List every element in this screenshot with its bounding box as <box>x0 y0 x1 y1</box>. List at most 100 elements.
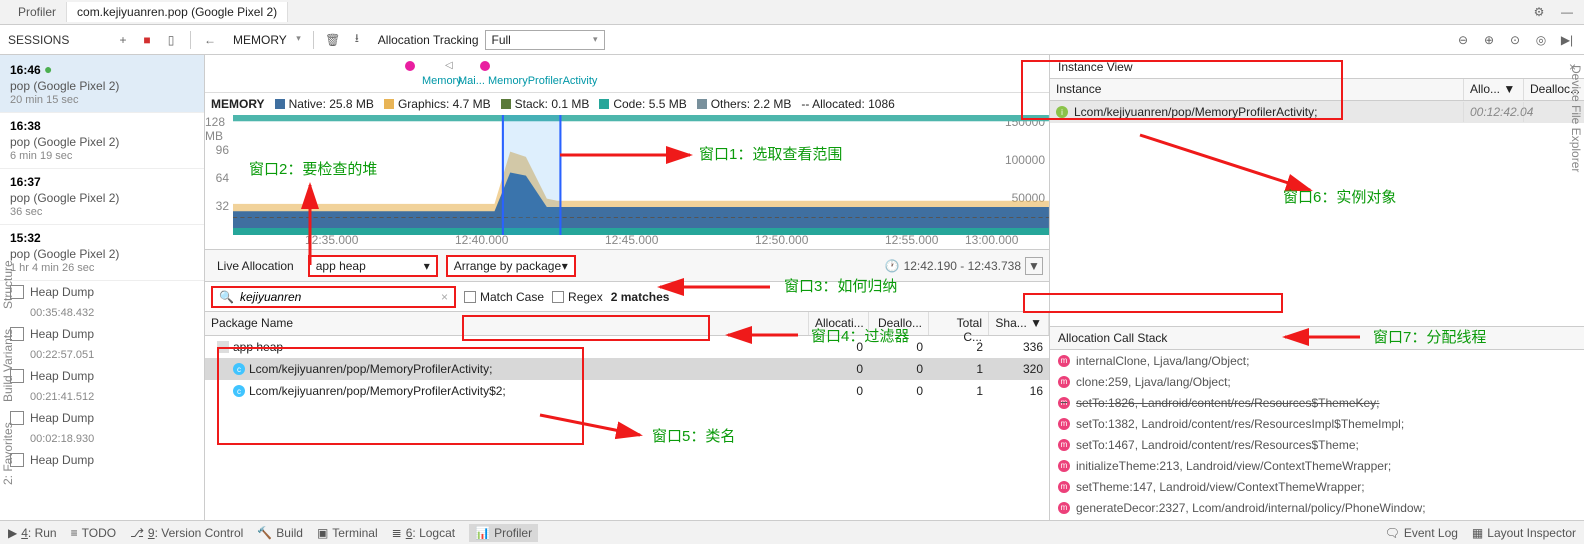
search-row: 🔍 × Match Case Regex 2 matches <box>205 282 1049 312</box>
session-item[interactable]: 16:38 pop (Google Pixel 2)6 min 19 sec <box>0 113 204 169</box>
todo-tab[interactable]: ≡ TODO <box>71 526 116 540</box>
sessions-label: SESSIONS <box>8 33 108 47</box>
search-box: 🔍 × <box>211 286 456 308</box>
heap-dump-item[interactable]: Heap Dump <box>0 449 204 471</box>
col-deallocations[interactable]: Deallo... <box>869 312 929 335</box>
clock-icon: 🕐 <box>885 259 900 273</box>
instance-icon: i <box>1056 106 1068 118</box>
method-icon: m <box>1058 502 1070 514</box>
trash-icon[interactable]: 🗑 <box>324 31 342 49</box>
callstack-row[interactable]: msetTo:1826, Landroid/content/res/Resour… <box>1050 392 1584 413</box>
chart-svg <box>233 115 1049 235</box>
callstack-row[interactable]: minternalClone, Ljava/lang/Object; <box>1050 350 1584 371</box>
method-icon: m <box>1058 481 1070 493</box>
right-side-tabs[interactable]: Device File Explorer <box>1568 55 1584 495</box>
callstack-header: Allocation Call Stack <box>1050 326 1584 350</box>
layout-inspector-tab[interactable]: ▦ Layout Inspector <box>1472 526 1576 540</box>
regex-checkbox[interactable]: Regex <box>552 290 603 304</box>
event-marker-icon <box>480 61 490 71</box>
callstack-row[interactable]: minstallDecor:2684, Lcom/android/interna… <box>1050 518 1584 520</box>
alloc-tracking-dropdown[interactable]: Full▾ <box>485 30 605 50</box>
activity-label: Mai... <box>458 75 485 87</box>
col-allocations[interactable]: Allocati... <box>809 312 869 335</box>
table-row[interactable]: app heap 002336 <box>205 336 1049 358</box>
back-icon[interactable]: ← <box>201 31 219 49</box>
tab-app[interactable]: com.kejiyuanren.pop (Google Pixel 2) <box>67 2 288 22</box>
instance-row[interactable]: iLcom/kejiyuanren/pop/MemoryProfilerActi… <box>1050 101 1584 123</box>
zoom-in-icon[interactable]: ⊕ <box>1480 31 1498 49</box>
method-icon: m <box>1058 397 1070 409</box>
callstack-row[interactable]: msetTo:1382, Landroid/content/res/Resour… <box>1050 413 1584 434</box>
clear-search-icon[interactable]: × <box>441 290 448 304</box>
timeline-header: ◁ Memory... Mai... MemoryProfilerActivit… <box>205 55 1049 93</box>
col-package-name[interactable]: Package Name <box>205 312 809 335</box>
time-range-label: 12:42.190 - 12:43.738 <box>904 259 1021 273</box>
package-icon <box>217 341 229 353</box>
stop-icon[interactable]: ■ <box>138 31 156 49</box>
vc-tab[interactable]: ⎇ 9: Version Control <box>130 526 243 540</box>
gear-icon[interactable]: ⚙ <box>1530 3 1548 21</box>
memory-chart[interactable]: 128 MB 96 64 32 150000 100000 50000 <box>205 115 1049 230</box>
callstack-row[interactable]: msetTheme:147, Landroid/view/ContextThem… <box>1050 476 1584 497</box>
col-total[interactable]: Total C... <box>929 312 989 335</box>
logcat-tab[interactable]: ≣ 6: Logcat <box>392 526 455 540</box>
session-item[interactable]: 16:37 pop (Google Pixel 2)36 sec <box>0 169 204 225</box>
method-icon: m <box>1058 460 1070 472</box>
heap-dump-item[interactable]: Heap Dump <box>0 281 204 303</box>
bottom-bar: ▶ 4: Run ≡ TODO ⎇ 9: Version Control 🔨 B… <box>0 520 1584 544</box>
method-icon: m <box>1058 418 1070 430</box>
method-icon: m <box>1058 376 1070 388</box>
match-case-checkbox[interactable]: Match Case <box>464 290 544 304</box>
build-tab[interactable]: 🔨 Build <box>257 526 303 540</box>
callstack-row[interactable]: mgenerateDecor:2327, Lcom/android/intern… <box>1050 497 1584 518</box>
tab-profiler[interactable]: Profiler <box>8 2 67 22</box>
callstack-row[interactable]: msetTo:1467, Landroid/content/res/Resour… <box>1050 434 1584 455</box>
run-tab[interactable]: ▶ 4: Run <box>8 526 57 540</box>
zoom-fit-icon[interactable]: ◎ <box>1532 31 1550 49</box>
event-log-tab[interactable]: 🗨 Event Log <box>1385 526 1458 540</box>
filter-icon[interactable]: ▼ <box>1025 257 1043 275</box>
table-row[interactable]: cLcom/kejiyuanren/pop/MemoryProfilerActi… <box>205 358 1049 380</box>
method-icon: m <box>1058 439 1070 451</box>
callstack-body: minternalClone, Ljava/lang/Object; mclon… <box>1050 350 1584 520</box>
heap-dropdown[interactable]: app heap▾ <box>308 255 438 277</box>
heap-dump-item[interactable]: Heap Dump <box>0 407 204 429</box>
match-count: 2 matches <box>611 290 670 304</box>
left-side-tabs[interactable]: 2: FavoritesBuild VariantsStructure <box>0 55 16 495</box>
memory-dropdown[interactable]: MEMORY <box>225 31 303 49</box>
callstack-row[interactable]: mclone:259, Ljava/lang/Object; <box>1050 371 1584 392</box>
zoom-out-icon[interactable]: ⊖ <box>1454 31 1472 49</box>
search-icon: 🔍 <box>219 290 234 304</box>
heap-dump-item[interactable]: Heap Dump <box>0 365 204 387</box>
table-row[interactable]: cLcom/kejiyuanren/pop/MemoryProfilerActi… <box>205 380 1049 402</box>
col-shallow[interactable]: Sha... ▼ <box>989 312 1049 335</box>
y-axis: 128 MB 96 64 32 <box>205 115 233 230</box>
controls-row: Live Allocation app heap▾ Arrange by pac… <box>205 250 1049 282</box>
top-tabbar: Profiler com.kejiyuanren.pop (Google Pix… <box>0 0 1584 25</box>
collapse-icon[interactable]: ▯ <box>162 31 180 49</box>
session-item[interactable]: 15:32 pop (Google Pixel 2)1 hr 4 min 26 … <box>0 225 204 281</box>
class-icon: c <box>233 363 245 375</box>
col-alloc-time[interactable]: Allo... ▼ <box>1464 79 1524 100</box>
heap-dump-item[interactable]: Heap Dump <box>0 323 204 345</box>
event-marker-icon <box>405 61 415 71</box>
minimize-icon[interactable]: — <box>1558 3 1576 21</box>
callstack-row[interactable]: minitializeTheme:213, Landroid/view/Cont… <box>1050 455 1584 476</box>
col-instance[interactable]: Instance <box>1050 79 1464 100</box>
x-axis: 12:35.000 12:40.000 12:45.000 12:50.000 … <box>205 230 1049 250</box>
toolbar: SESSIONS + ■ ▯ ← MEMORY 🗑 ⭳ Allocation T… <box>0 25 1584 55</box>
center-pane: ◁ Memory... Mai... MemoryProfilerActivit… <box>205 55 1049 520</box>
go-live-icon[interactable]: ▶| <box>1558 31 1576 49</box>
add-session-icon[interactable]: + <box>114 31 132 49</box>
terminal-tab[interactable]: ▣ Terminal <box>317 526 378 540</box>
reset-zoom-icon[interactable]: ⊙ <box>1506 31 1524 49</box>
method-icon: m <box>1058 355 1070 367</box>
sessions-sidebar: 16:46 ● pop (Google Pixel 2)20 min 15 se… <box>0 55 205 520</box>
download-icon[interactable]: ⭳ <box>348 31 366 49</box>
activity-label: MemoryProfilerActivity <box>488 75 597 87</box>
session-item[interactable]: 16:46 ● pop (Google Pixel 2)20 min 15 se… <box>0 55 204 113</box>
search-input[interactable] <box>240 290 435 304</box>
right-pane: Instance View × Instance Allo... ▼ Deall… <box>1049 55 1584 520</box>
arrange-dropdown[interactable]: Arrange by package▾ <box>446 255 576 277</box>
class-icon: c <box>233 385 245 397</box>
